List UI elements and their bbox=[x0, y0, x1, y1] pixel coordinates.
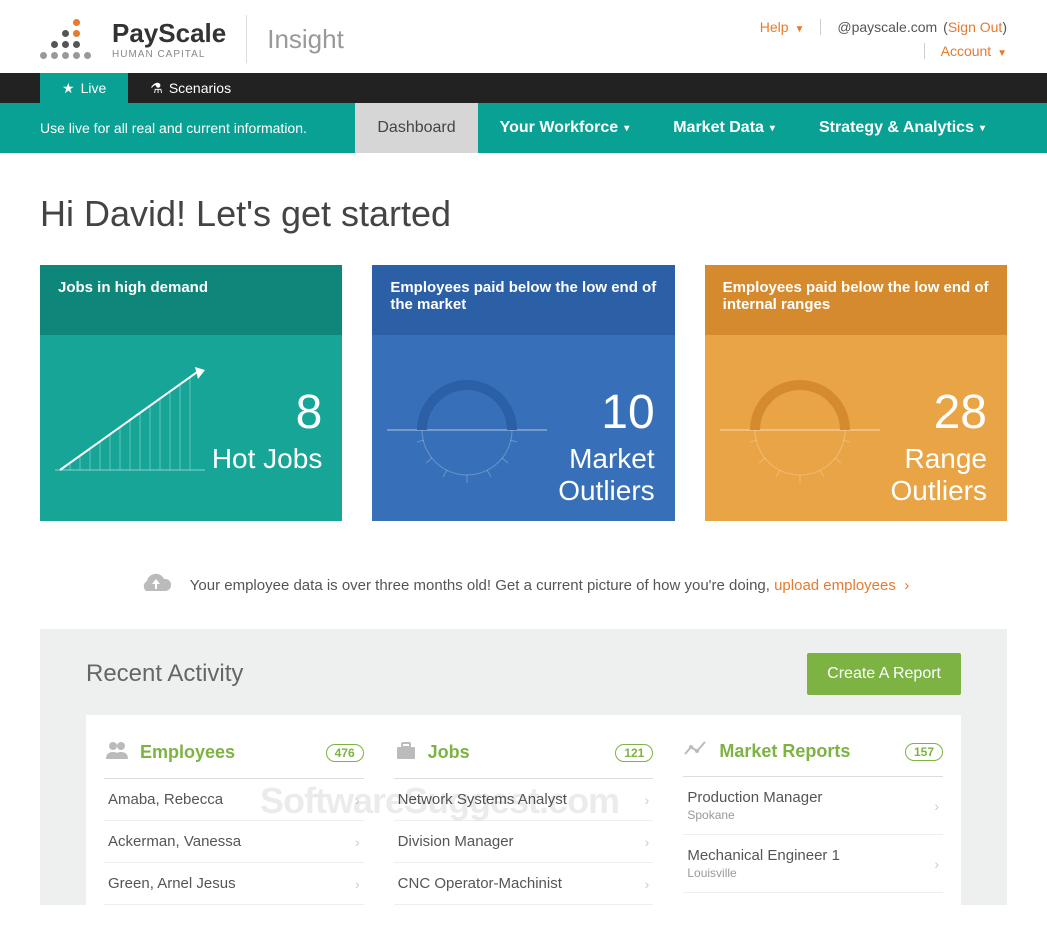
page-title: Hi David! Let's get started bbox=[40, 193, 1007, 235]
caret-down-icon: ▼ bbox=[794, 24, 804, 35]
nav-market-data[interactable]: Market Data▾ bbox=[651, 103, 797, 153]
column-title: Market Reports bbox=[719, 741, 850, 762]
column-icon bbox=[394, 739, 418, 766]
row-main: Production Manager bbox=[687, 789, 822, 806]
header-right: Help ▼ @payscale.com (Sign Out) Account … bbox=[760, 19, 1007, 59]
card-body: 10 Market Outliers bbox=[372, 335, 674, 521]
chevron-right-icon: › bbox=[934, 856, 939, 872]
tabbar: ★Live ⚗Scenarios bbox=[0, 73, 1047, 103]
account-handle: @payscale.com bbox=[837, 19, 937, 35]
sign-out-wrap: (Sign Out) bbox=[943, 19, 1007, 35]
circle-gauge-icon bbox=[715, 355, 885, 505]
nav-workforce[interactable]: Your Workforce▾ bbox=[478, 103, 652, 153]
card-market-outliers[interactable]: Employees paid below the low end of the … bbox=[372, 265, 674, 521]
logo-area: PayScale HUMAN CAPITAL Insight bbox=[40, 15, 344, 63]
divider bbox=[820, 19, 821, 35]
card-hot-jobs[interactable]: Jobs in high demand 8 bbox=[40, 265, 342, 521]
subnav-message: Use live for all real and current inform… bbox=[0, 120, 355, 136]
row-sub: Spokane bbox=[687, 808, 822, 822]
brand-sub: HUMAN CAPITAL bbox=[112, 49, 226, 60]
product-name: Insight bbox=[267, 24, 344, 55]
card-range-outliers[interactable]: Employees paid below the low end of inte… bbox=[705, 265, 1007, 521]
count-badge: 157 bbox=[905, 743, 943, 761]
card-value: 8 bbox=[296, 385, 323, 440]
column-title: Employees bbox=[140, 742, 235, 763]
brand-name: PayScale bbox=[112, 18, 226, 49]
column-header[interactable]: Jobs 121 bbox=[394, 739, 654, 779]
card-header: Employees paid below the low end of the … bbox=[372, 265, 674, 335]
caret-down-icon: ▼ bbox=[997, 48, 1007, 59]
card-label: Range Outliers bbox=[891, 443, 987, 507]
column-title: Jobs bbox=[428, 742, 470, 763]
activity-column: Market Reports 157 Production Manager Spo… bbox=[683, 739, 943, 905]
tab-live[interactable]: ★Live bbox=[40, 73, 128, 103]
subnav: Use live for all real and current inform… bbox=[0, 103, 1047, 153]
card-header: Jobs in high demand bbox=[40, 265, 342, 335]
list-item[interactable]: Network Systems Analyst › bbox=[394, 779, 654, 821]
column-icon bbox=[104, 739, 130, 766]
star-icon: ★ bbox=[62, 80, 75, 97]
trend-up-icon bbox=[50, 355, 210, 485]
count-badge: 121 bbox=[615, 744, 653, 762]
row-main: Amaba, Rebecca bbox=[108, 791, 223, 808]
list-item[interactable]: Amaba, Rebecca › bbox=[104, 779, 364, 821]
logo-divider bbox=[246, 15, 247, 63]
nav-strategy[interactable]: Strategy & Analytics▾ bbox=[797, 103, 1007, 153]
list-item[interactable]: Mechanical Engineer 1Louisville › bbox=[683, 835, 943, 893]
chevron-right-icon: › bbox=[355, 792, 360, 808]
logo-dots-icon bbox=[40, 19, 92, 60]
data-stale-alert: Your employee data is over three months … bbox=[40, 551, 1007, 629]
column-header[interactable]: Employees 476 bbox=[104, 739, 364, 779]
caret-down-icon: ▾ bbox=[980, 123, 985, 134]
upload-employees-link[interactable]: upload employees › bbox=[774, 577, 909, 594]
list-item[interactable]: Production Manager Spokane › bbox=[683, 777, 943, 835]
caret-down-icon: ▾ bbox=[770, 123, 775, 134]
activity-title: Recent Activity bbox=[86, 660, 243, 688]
chevron-right-icon: › bbox=[355, 834, 360, 850]
flask-icon: ⚗ bbox=[150, 80, 163, 97]
card-value: 10 bbox=[601, 385, 654, 440]
card-body: 28 Range Outliers bbox=[705, 335, 1007, 521]
activity-column: Jobs 121 Network Systems Analyst › Divis… bbox=[394, 739, 654, 905]
chevron-right-icon: › bbox=[934, 798, 939, 814]
activity-panel: Recent Activity Create A Report Employee… bbox=[40, 629, 1007, 905]
list-item[interactable]: CNC Operator-Machinist › bbox=[394, 863, 654, 905]
list-item[interactable]: Green, Arnel Jesus › bbox=[104, 863, 364, 905]
row-main: Mechanical Engineer 1 bbox=[687, 847, 840, 864]
card-header: Employees paid below the low end of inte… bbox=[705, 265, 1007, 335]
card-body: 8 Hot Jobs bbox=[40, 335, 342, 521]
card-label: Hot Jobs bbox=[212, 443, 323, 475]
chevron-right-icon: › bbox=[645, 792, 650, 808]
caret-down-icon: ▾ bbox=[624, 123, 629, 134]
page: Hi David! Let's get started Jobs in high… bbox=[0, 153, 1047, 945]
card-label: Market Outliers bbox=[558, 443, 654, 507]
cards-row: Jobs in high demand 8 bbox=[40, 265, 1007, 521]
alert-text: Your employee data is over three months … bbox=[190, 577, 770, 594]
circle-gauge-icon bbox=[382, 355, 552, 505]
card-value: 28 bbox=[934, 385, 987, 440]
list-item[interactable]: Ackerman, Vanessa › bbox=[104, 821, 364, 863]
chevron-right-icon: › bbox=[645, 834, 650, 850]
activity-column: Employees 476 Amaba, Rebecca › Ackerman,… bbox=[104, 739, 364, 905]
row-main: Division Manager bbox=[398, 833, 514, 850]
column-icon bbox=[683, 739, 709, 764]
tab-scenarios[interactable]: ⚗Scenarios bbox=[128, 73, 253, 103]
create-report-button[interactable]: Create A Report bbox=[807, 653, 961, 695]
account-menu[interactable]: Account ▼ bbox=[941, 43, 1007, 59]
cloud-upload-icon bbox=[138, 571, 174, 599]
count-badge: 476 bbox=[326, 744, 364, 762]
sign-out-link[interactable]: Sign Out bbox=[948, 19, 1002, 35]
header: PayScale HUMAN CAPITAL Insight Help ▼ @p… bbox=[0, 0, 1047, 73]
divider bbox=[924, 43, 925, 59]
column-header[interactable]: Market Reports 157 bbox=[683, 739, 943, 777]
help-link[interactable]: Help ▼ bbox=[760, 19, 805, 35]
list-item[interactable]: Division Manager › bbox=[394, 821, 654, 863]
row-main: Ackerman, Vanessa bbox=[108, 833, 241, 850]
row-main: Network Systems Analyst bbox=[398, 791, 567, 808]
nav-dashboard[interactable]: Dashboard bbox=[355, 103, 477, 153]
